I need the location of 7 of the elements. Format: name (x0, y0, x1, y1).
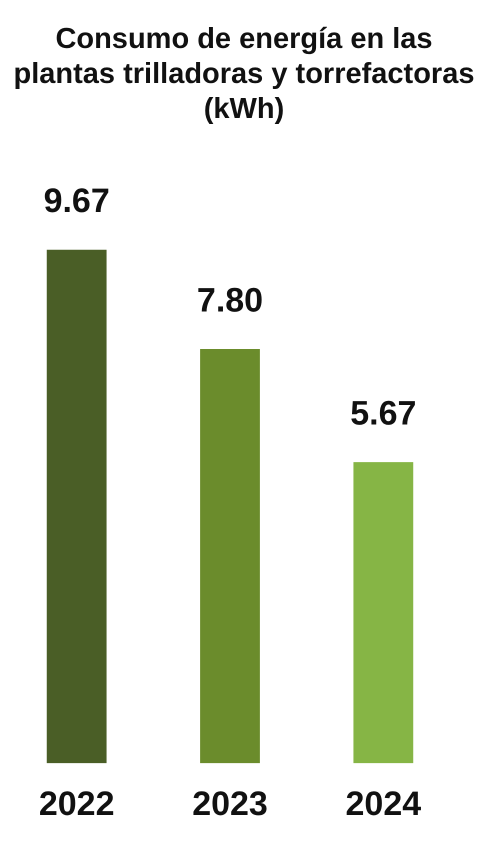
x-tick-label: 2023 (192, 785, 268, 824)
x-tick-label: 2022 (38, 785, 114, 824)
data-label: 9.67 (44, 182, 110, 220)
x-tick-label: 2024 (346, 785, 422, 824)
chart-title: Consumo de energía en las plantas trilladoras y torrefactoras (kWh) (12, 22, 476, 126)
data-label: 5.67 (350, 394, 416, 433)
data-label: 7.80 (196, 282, 264, 320)
